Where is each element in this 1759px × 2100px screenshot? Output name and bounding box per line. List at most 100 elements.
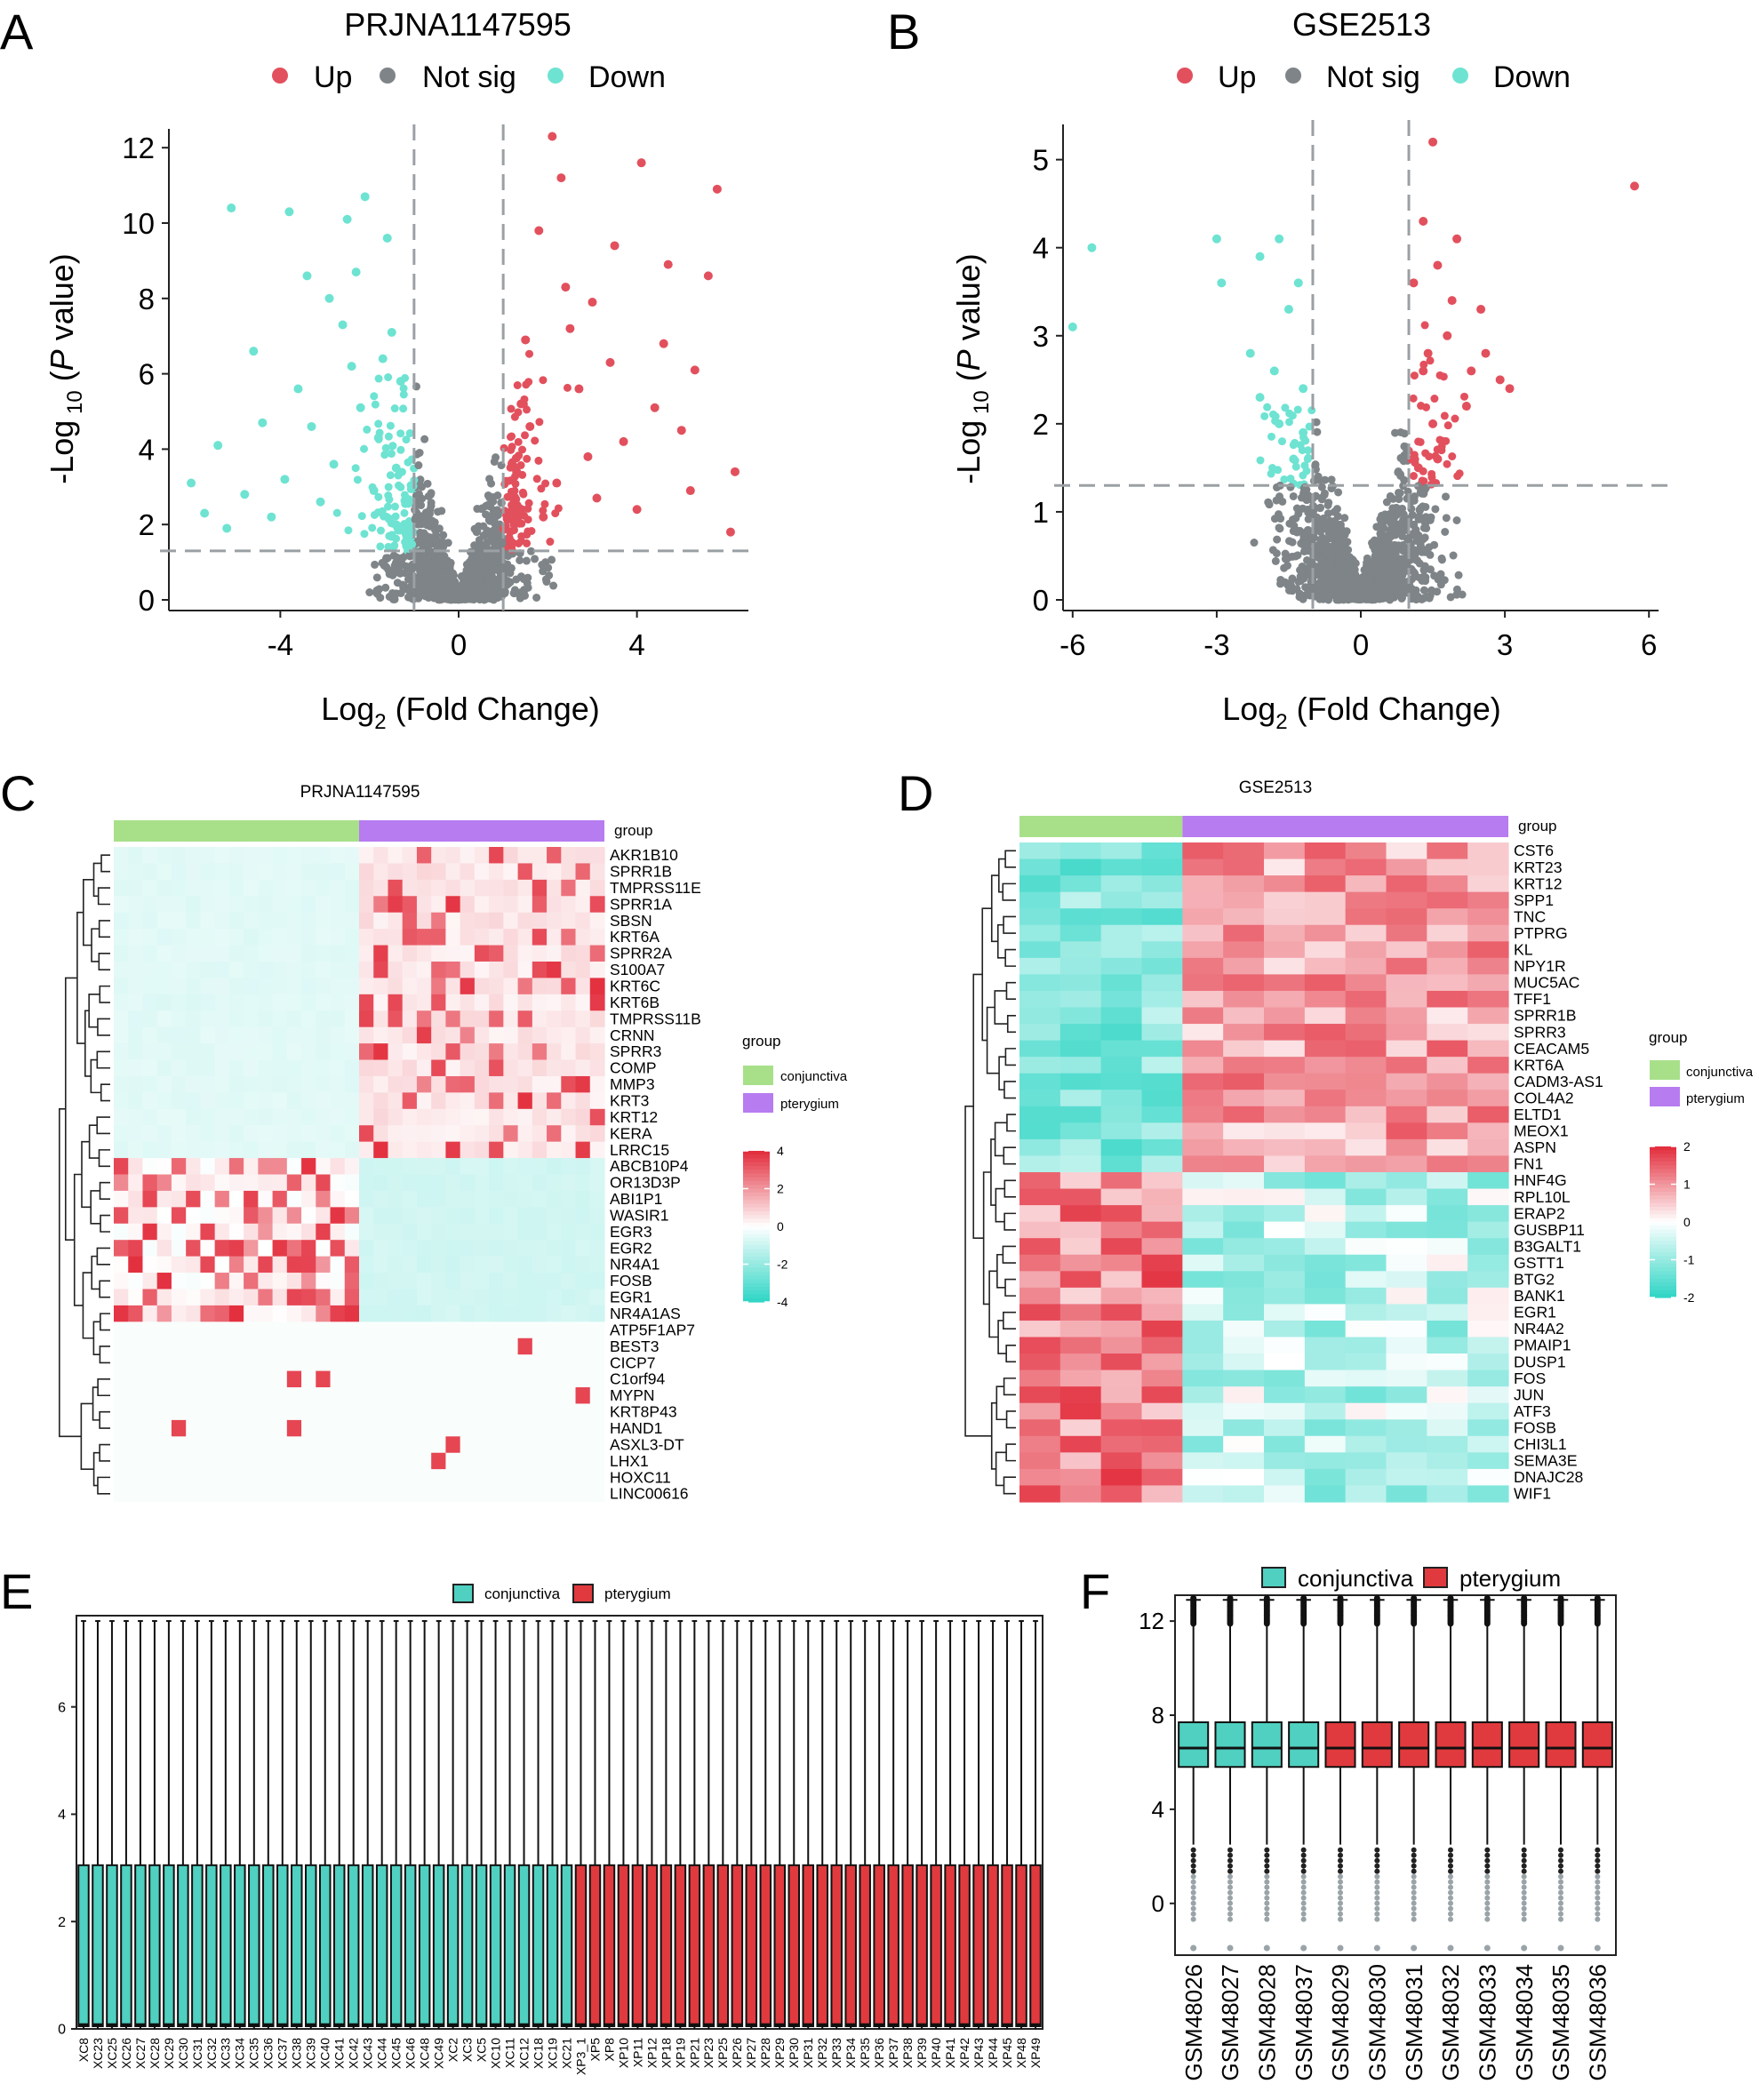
volcano-point <box>440 570 449 579</box>
heatmap-cell <box>1264 1221 1306 1239</box>
volcano-point <box>436 584 445 593</box>
heatmap-cell <box>228 1337 244 1355</box>
heatmap-cell <box>489 1026 504 1044</box>
heatmap-cell <box>344 1207 360 1225</box>
heatmap-cell <box>1386 1304 1427 1321</box>
volcano-point <box>503 560 512 569</box>
heatmap-cell <box>186 978 202 995</box>
heatmap-cell <box>547 1337 562 1355</box>
heatmap-cell <box>200 1240 216 1258</box>
heatmap-cell <box>272 1273 288 1290</box>
heatmap-cell <box>1059 908 1102 926</box>
heatmap-cell <box>517 1436 533 1454</box>
heatmap-cell <box>460 1452 476 1470</box>
heatmap-cell <box>359 978 374 995</box>
heatmap-cell <box>388 896 404 914</box>
heatmap-cell <box>1100 1172 1143 1190</box>
heatmap-cell <box>186 1158 202 1176</box>
heatmap-cell <box>1345 1485 1387 1503</box>
heatmap-cell <box>388 1158 404 1176</box>
heatmap-cell <box>561 1370 577 1388</box>
gene-label: LRRC15 <box>610 1141 669 1159</box>
heatmap-cell <box>200 1141 216 1159</box>
heatmap-cell <box>489 1256 504 1274</box>
scale-step <box>743 1200 770 1205</box>
heatmap-cell <box>330 945 346 962</box>
heatmap-cell <box>460 1223 476 1241</box>
volcano-point <box>1315 581 1323 590</box>
gene-label: SBSN <box>610 912 652 930</box>
heatmap-cell <box>128 1337 144 1355</box>
volcano-point <box>376 526 385 535</box>
volcano-point <box>1404 533 1413 542</box>
heatmap-cell <box>503 1075 519 1093</box>
heatmap-cell <box>1223 924 1265 942</box>
dendrogram-branch <box>100 1313 110 1331</box>
heatmap-cell <box>244 1240 259 1258</box>
heatmap-cell <box>114 1158 129 1176</box>
dendrogram-branch <box>97 1378 110 1397</box>
heatmap-cell <box>474 961 490 978</box>
heatmap-cell <box>186 929 202 946</box>
heatmap-cell <box>171 1469 187 1487</box>
volcano-point <box>1385 509 1394 518</box>
heatmap-cell <box>1223 1172 1265 1190</box>
heatmap-cell <box>416 945 432 962</box>
heatmap-cell <box>359 1419 374 1437</box>
heatmap-cell <box>532 1108 548 1126</box>
heatmap-cell <box>156 1125 172 1143</box>
volcano-point <box>1313 427 1322 436</box>
heatmap-cell <box>1059 1271 1102 1289</box>
heatmap-cell <box>244 994 259 1011</box>
heatmap-cell <box>1223 1205 1265 1223</box>
gene-label: SPRR1A <box>610 895 672 913</box>
heatmap-cell <box>272 1305 288 1322</box>
dendrogram-branch <box>84 1010 92 1077</box>
heatmap-cell <box>561 912 577 930</box>
volcano-point <box>1328 580 1337 589</box>
heatmap-cell <box>1182 1287 1224 1305</box>
heatmap-cell <box>1304 1040 1347 1058</box>
heatmap-cell <box>517 1256 533 1274</box>
heatmap-cell <box>416 1273 432 1290</box>
heatmap-cell <box>1345 1369 1387 1387</box>
heatmap-cell <box>575 1337 591 1355</box>
heatmap-cell <box>1141 1386 1183 1404</box>
heatmap-cell <box>156 1207 172 1225</box>
heatmap-cell <box>1182 1024 1224 1042</box>
heatmap-cell <box>286 1419 302 1437</box>
volcano-point <box>1366 574 1375 583</box>
heatmap-cell <box>1304 1435 1347 1453</box>
heatmap-cell <box>589 1354 605 1372</box>
heatmap-cell <box>330 1240 346 1258</box>
heatmap-cell <box>214 1387 230 1405</box>
volcano-point <box>387 450 396 459</box>
heatmap-cell <box>561 1436 577 1454</box>
up-point <box>1476 305 1486 315</box>
volcano-point <box>548 555 556 564</box>
heatmap-cell <box>503 1370 519 1388</box>
heatmap-cell <box>503 1436 519 1454</box>
heatmap-cell <box>359 1190 374 1208</box>
volcano-point <box>1339 580 1348 589</box>
heatmap-cell <box>1223 1435 1265 1453</box>
heatmap-cell <box>532 1207 548 1225</box>
heatmap-cell <box>575 1075 591 1093</box>
heatmap-cell <box>445 1289 461 1306</box>
volcano-point <box>1347 579 1355 588</box>
heatmap-cell <box>244 1092 259 1110</box>
gene-label: ABI1P1 <box>610 1190 662 1208</box>
heatmap-cell <box>402 1403 418 1421</box>
heatmap-cell <box>200 1010 216 1028</box>
up-point <box>1428 419 1438 428</box>
scale-step <box>743 1257 770 1261</box>
heatmap-cell <box>431 1075 447 1093</box>
heatmap-cell <box>1019 1188 1061 1206</box>
heatmap-cell <box>1182 1057 1224 1074</box>
heatmap-cell <box>272 863 288 881</box>
heatmap-cell <box>1427 1221 1468 1239</box>
volcano-point <box>1302 539 1311 548</box>
heatmap-cell <box>402 847 418 865</box>
heatmap-cell <box>301 896 316 914</box>
heatmap-cell <box>431 1436 447 1454</box>
